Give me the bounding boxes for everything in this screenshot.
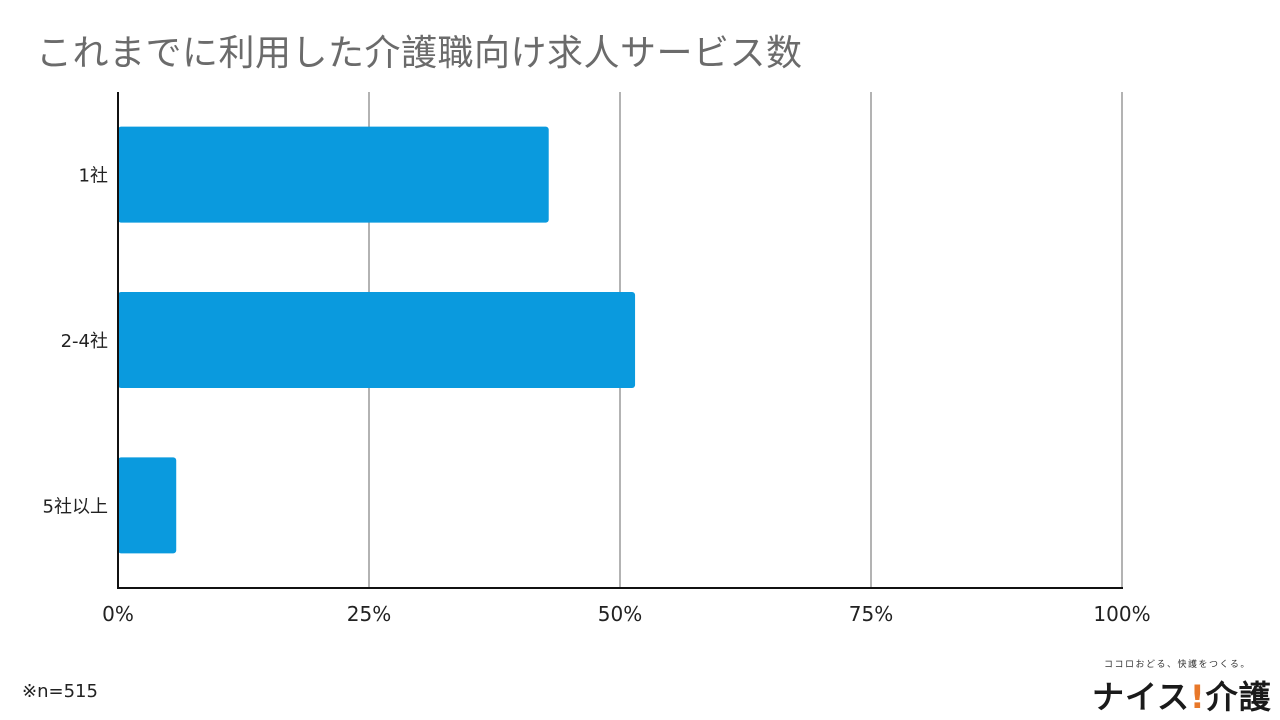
sample-size-note: ※n=515 [22,681,98,702]
x-tick-label: 100% [1093,602,1150,626]
x-tick-label: 75% [849,602,893,626]
logo-wordmark: ナイス!介護 [1092,672,1272,718]
bar-3 [118,457,177,554]
bar-2 [118,292,636,388]
x-tick-label: 0% [102,602,134,626]
bar-chart: 0% 25% 50% 75% 100% 1社 2-4社 5社以上 [43,92,1151,626]
y-category-label: 2-4社 [61,331,108,352]
y-category-label: 1社 [79,166,108,187]
x-tick-label: 25% [347,602,391,626]
chart-title: これまでに利用した介護職向け求人サービス数 [36,33,803,74]
bar-1 [118,126,549,223]
logo-name-part1: ナイス [1092,678,1191,716]
x-tick-label: 50% [598,602,642,626]
logo-tagline: ココロおどる、快護をつくる。 [1104,660,1251,670]
y-category-label: 5社以上 [43,496,108,517]
logo-mark: ! [1190,678,1206,716]
logo-name-part2: 介護 [1205,678,1272,716]
